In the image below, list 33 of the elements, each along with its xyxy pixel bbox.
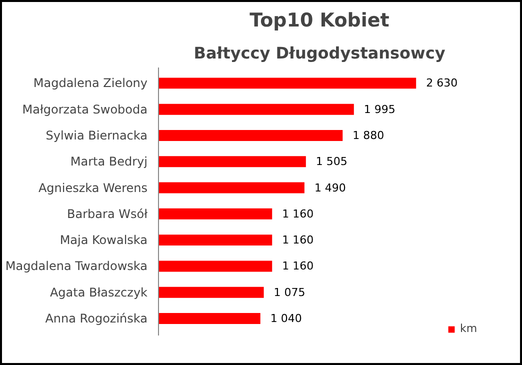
- data-label: 1 075: [274, 286, 306, 299]
- y-tick-label: Sylwia Biernacka: [46, 128, 148, 142]
- data-label: 1 040: [270, 312, 302, 326]
- chart-subtitle: Bałtyccy Długodystansowcy: [194, 44, 446, 62]
- y-tick-label: Małgorzata Swoboda: [22, 102, 148, 116]
- data-label: 1 490: [314, 181, 346, 194]
- y-tick-label: Agnieszka Werens: [38, 180, 148, 195]
- y-tick-label: Maja Kowalska: [60, 233, 148, 248]
- bar: [158, 156, 306, 168]
- bar: [158, 130, 343, 141]
- y-tick-label: Agata Błaszczyk: [50, 285, 148, 300]
- data-label: 1 995: [364, 102, 396, 116]
- data-label: 1 160: [282, 234, 314, 247]
- data-label: 2 630: [426, 76, 458, 90]
- bar: [158, 208, 272, 220]
- chart-title: Top10 Kobiet: [250, 10, 390, 32]
- data-label: 1 160: [282, 207, 314, 220]
- bar: [158, 234, 272, 246]
- legend-label: km: [460, 322, 478, 335]
- y-tick-label: Magdalena Twardowska: [5, 259, 148, 274]
- y-tick-label: Barbara Wsół: [67, 206, 148, 221]
- y-tick-label: Magdalena Zielony: [33, 76, 148, 90]
- bar: [158, 182, 304, 194]
- bar: [158, 260, 272, 272]
- bar: [158, 104, 354, 115]
- data-label: 1 505: [316, 155, 348, 168]
- y-tick-label: Anna Rogozińska: [45, 312, 148, 326]
- data-label: 1 160: [282, 260, 314, 273]
- bar: [158, 78, 416, 89]
- y-tick-label: Marta Bedryj: [70, 154, 148, 169]
- data-label: 1 880: [352, 128, 384, 142]
- bar: [158, 286, 264, 298]
- bar: [158, 313, 260, 324]
